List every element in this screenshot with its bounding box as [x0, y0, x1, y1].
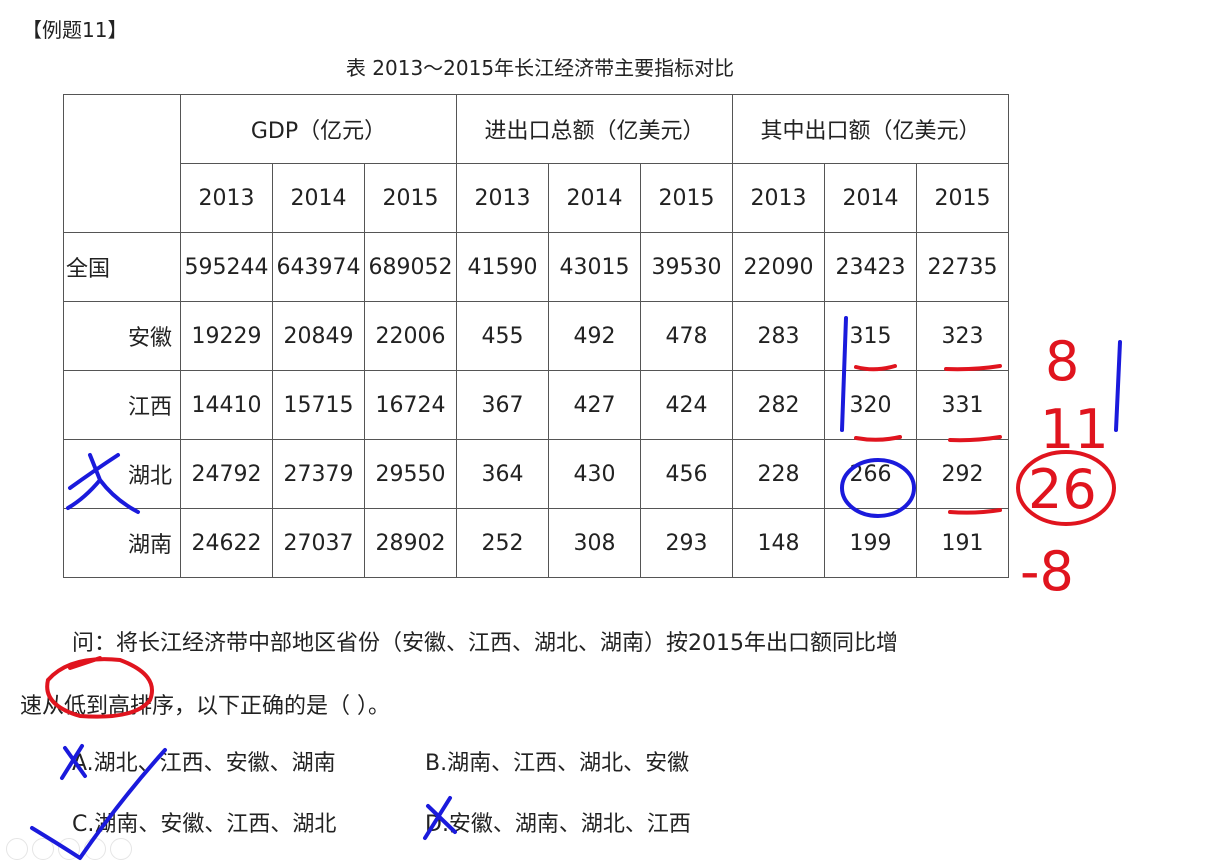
value-cell: 367 [456, 370, 549, 440]
red-circle-26 [1016, 450, 1116, 526]
table-row: 安徽 19229 20849 22006 455 492 478 283 315 323 [63, 301, 1009, 371]
value-cell: 364 [456, 439, 549, 509]
diff-hubei: 26 [1028, 458, 1097, 521]
option-c[interactable]: C.湖南、安徽、江西、湖北 [72, 812, 337, 837]
option-b[interactable]: B.湖南、江西、湖北、安徽 [425, 751, 690, 776]
value-cell: 28902 [364, 508, 457, 578]
value-cell: 43015 [548, 232, 641, 302]
value-cell: 19229 [180, 301, 273, 371]
blue-circle-266 [840, 458, 916, 518]
table-row: 湖南 24622 27037 28902 252 308 293 148 199 191 [63, 508, 1009, 578]
blue-vertical-line [840, 316, 848, 432]
value-cell: 228 [732, 439, 825, 509]
region-name: 湖南 [63, 508, 181, 578]
value-cell: 689052 [364, 232, 457, 302]
table-row: 全国 595244 643974 689052 41590 43015 39530 22090… [63, 232, 1009, 302]
value-cell: 323 [916, 301, 1009, 371]
grid-icon[interactable] [58, 838, 80, 860]
more-icon[interactable] [110, 838, 132, 860]
value-cell: 27037 [272, 508, 365, 578]
year-header: 2015 [640, 163, 733, 233]
red-underline [948, 508, 1002, 515]
value-cell: 282 [732, 370, 825, 440]
value-cell: 16724 [364, 370, 457, 440]
red-underline [948, 435, 1002, 443]
value-cell: 308 [548, 508, 641, 578]
year-header: 2014 [272, 163, 365, 233]
value-cell: 15715 [272, 370, 365, 440]
table-caption: 表 2013～2015年长江经济带主要指标对比 [345, 56, 735, 80]
value-cell: 315 [824, 301, 917, 371]
table-row: 湖北 24792 27379 29550 364 430 456 228 266 292 [63, 439, 1009, 509]
value-cell: 478 [640, 301, 733, 371]
blue-vertical-line-right [1114, 340, 1122, 432]
red-underline [944, 364, 1002, 372]
value-cell: 29550 [364, 439, 457, 509]
value-cell: 266 [824, 439, 917, 509]
option-a[interactable]: A.湖北、江西、安徽、湖南 [72, 751, 336, 776]
value-cell: 191 [916, 508, 1009, 578]
blue-check-c [30, 748, 167, 860]
value-cell: 39530 [640, 232, 733, 302]
value-cell: 27379 [272, 439, 365, 509]
region-name: 全国 [63, 232, 181, 302]
pen-icon[interactable] [32, 838, 54, 860]
indicator-table: GDP（亿元） 进出口总额（亿美元） 其中出口额（亿美元） 2013 2014 20… [63, 94, 1009, 578]
value-cell: 427 [548, 370, 641, 440]
play-icon[interactable] [6, 838, 28, 860]
blue-cross-a [60, 744, 87, 780]
value-cell: 20849 [272, 301, 365, 371]
example-label: 【例题11】 [22, 18, 128, 42]
corner-cell [63, 94, 181, 233]
value-cell: 492 [548, 301, 641, 371]
value-cell: 456 [640, 439, 733, 509]
value-cell: 430 [548, 439, 641, 509]
value-cell: 148 [732, 508, 825, 578]
value-cell: 22006 [364, 301, 457, 371]
value-cell: 643974 [272, 232, 365, 302]
value-cell: 331 [916, 370, 1009, 440]
blue-cross-d [423, 796, 457, 840]
value-cell: 424 [640, 370, 733, 440]
value-cell: 24622 [180, 508, 273, 578]
red-circle-question [45, 656, 154, 719]
year-header: 2013 [180, 163, 273, 233]
red-underline [854, 364, 897, 372]
value-cell: 293 [640, 508, 733, 578]
option-d[interactable]: D.安徽、湖南、湖北、江西 [425, 812, 691, 837]
value-cell: 199 [824, 508, 917, 578]
value-cell: 292 [916, 439, 1009, 509]
value-cell: 252 [456, 508, 549, 578]
diff-anhui: 8 [1045, 330, 1079, 393]
value-cell: 22735 [916, 232, 1009, 302]
year-header: 2015 [364, 163, 457, 233]
question-line-1: 问：将长江经济带中部地区省份（安徽、江西、湖北、湖南）按2015年出口额同比增 [72, 631, 898, 656]
value-cell: 22090 [732, 232, 825, 302]
value-cell: 24792 [180, 439, 273, 509]
diff-hunan: -8 [1020, 540, 1074, 603]
value-cell: 23423 [824, 232, 917, 302]
header-export: 其中出口额（亿美元） [732, 94, 1009, 164]
blue-cross-hubei [66, 453, 140, 514]
year-row: 2013 2014 2015 2013 2014 2015 2013 2014 2015 [64, 163, 1009, 233]
region-name: 安徽 [63, 301, 181, 371]
value-cell: 455 [456, 301, 549, 371]
year-header: 2013 [456, 163, 549, 233]
year-header: 2014 [548, 163, 641, 233]
red-underline [854, 435, 902, 442]
value-cell: 41590 [456, 232, 549, 302]
value-cell: 595244 [180, 232, 273, 302]
header-trade: 进出口总额（亿美元） [456, 94, 733, 164]
diff-jiangxi: 11 [1040, 398, 1109, 461]
